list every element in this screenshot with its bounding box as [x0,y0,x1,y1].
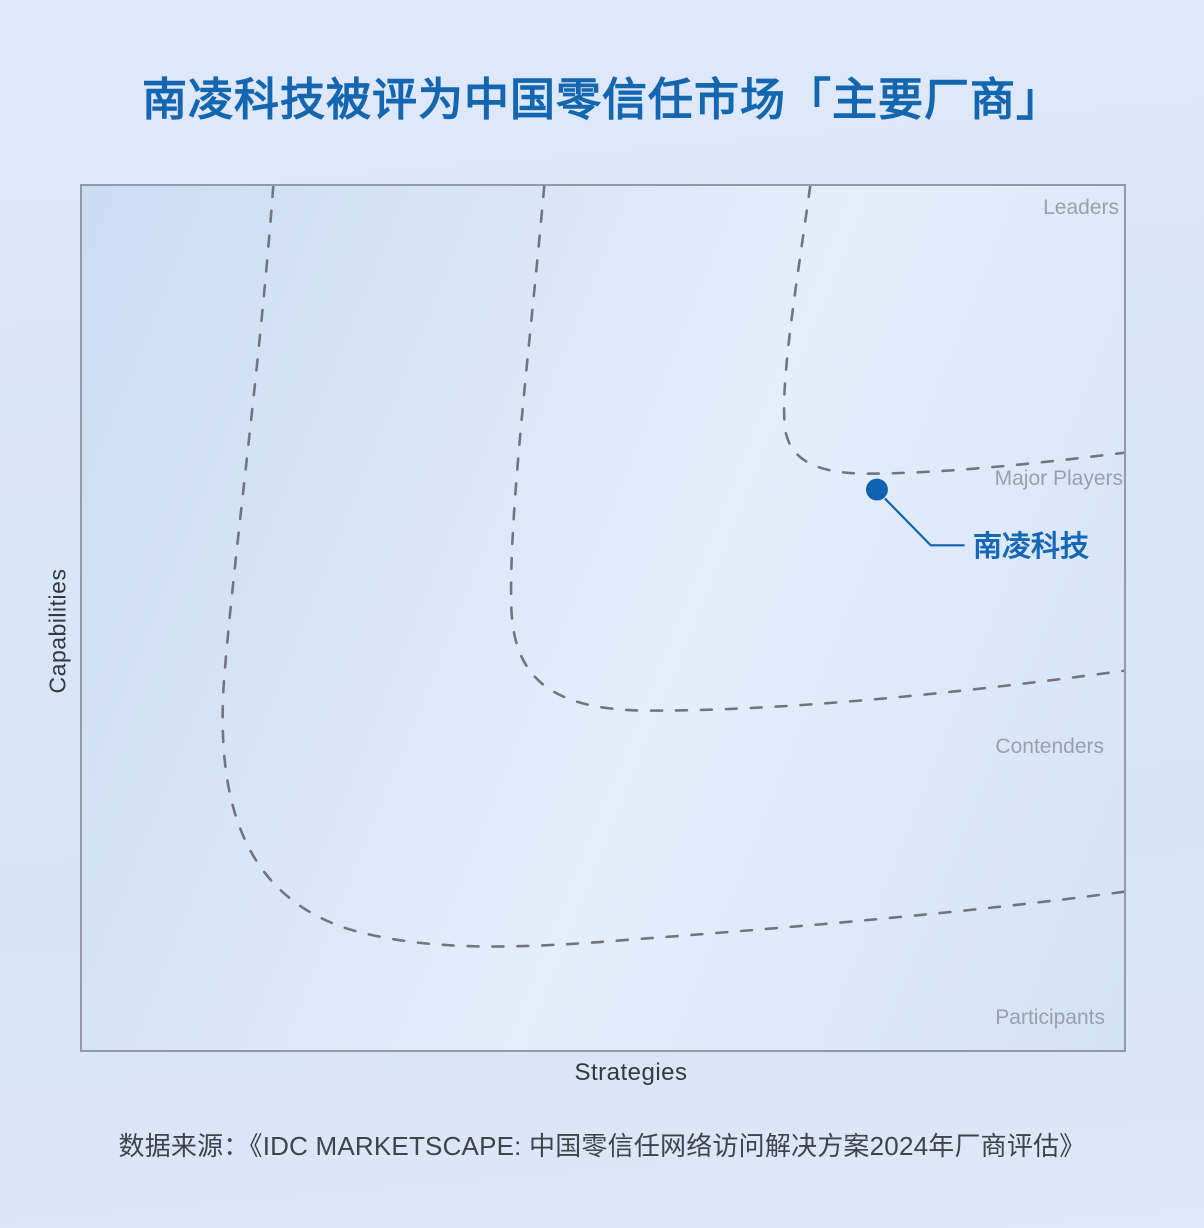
boundary-contenders-participants [221,186,1124,948]
region-label-leaders: Leaders [1043,196,1119,219]
boundary-leaders-majorplayers [782,186,1124,475]
boundary-majorplayers-contenders [509,186,1124,712]
vendor-data-point [865,478,888,501]
x-axis-label: Strategies [574,1059,688,1086]
region-label-major-players: Major Players [994,467,1123,490]
region-label-participants: Participants [995,1006,1105,1029]
marketscape-chart: Leaders Major Players Contenders Partici… [80,184,1126,1052]
vendor-point-label: 南凌科技 [973,531,1090,563]
region-label-contenders: Contenders [995,735,1104,758]
chart-canvas [221,186,1124,948]
y-axis-label: Capabilities [44,568,71,694]
page-title: 南凌科技被评为中国零信任市场「主要厂商」 [141,74,1062,125]
source-citation: 数据来源：《IDC MARKETSCAPE: 中国零信任网络访问解决方案2024… [118,1131,1086,1161]
vendor-callout-line [884,497,965,547]
